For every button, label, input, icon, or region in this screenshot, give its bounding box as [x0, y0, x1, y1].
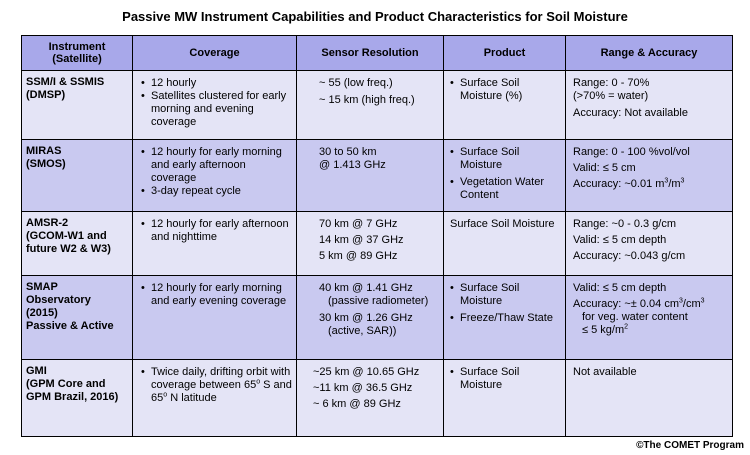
resolution-item: 70 km @ 7 GHz — [319, 218, 398, 230]
resolution-note: (active, SAR)) — [328, 325, 397, 337]
range-item: (>70% = water) — [573, 90, 649, 102]
header-resolution: Sensor Resolution — [296, 35, 444, 71]
instrument-cell: SMAP Observatory (2015) Passive & Active — [21, 275, 133, 360]
instrument-name: Observatory — [26, 294, 91, 306]
resolution-cell: 70 km @ 7 GHz 14 km @ 37 GHz 5 km @ 89 G… — [296, 211, 444, 276]
coverage-item: 12 hourly for early afternoon and nightt… — [141, 218, 292, 244]
instrument-cell: GMI (GPM Core and GPM Brazil, 2016) — [21, 359, 133, 437]
instrument-cell: SSM/I & SSMIS (DMSP) — [21, 70, 133, 140]
range-cell: Valid: ≤ 5 cm depth Accuracy: ~± 0.04 cm… — [565, 275, 733, 360]
valid-item: Valid: ≤ 5 cm depth — [573, 234, 667, 246]
resolution-item: @ 1.413 GHz — [319, 159, 386, 171]
table-row: AMSR-2 (GCOM-W1 and future W2 & W3) 12 h… — [21, 211, 733, 276]
resolution-item: 14 km @ 37 GHz — [319, 234, 404, 246]
coverage-item: 12 hourly for early morning and early ev… — [141, 282, 292, 308]
header-satellite-label: (Satellite) — [52, 53, 102, 65]
resolution-cell: ~ 55 (low freq.) ~ 15 km (high freq.) — [296, 70, 444, 140]
header-coverage: Coverage — [132, 35, 297, 71]
coverage-item: Twice daily, drifting orbit with coverag… — [141, 366, 292, 405]
instrument-year: (2015) — [26, 307, 58, 319]
accuracy-item: Accuracy: ~0.01 m3/m3 — [573, 177, 685, 190]
resolution-item: ~11 km @ 36.5 GHz — [313, 382, 413, 394]
product-item: Surface Soil Moisture — [450, 146, 562, 172]
product-item: Surface Soil Moisture (%) — [450, 77, 562, 103]
product-cell: Surface Soil Moisture Freeze/Thaw State — [443, 275, 566, 360]
resolution-item: ~ 6 km @ 89 GHz — [313, 398, 401, 410]
coverage-cell: 12 hourly Satellites clustered for early… — [132, 70, 297, 140]
resolution-note: (passive radiometer) — [328, 295, 429, 307]
range-cell: Range: ~0 - 0.3 g/cm Valid: ≤ 5 cm depth… — [565, 211, 733, 276]
resolution-cell: 40 km @ 1.41 GHz (passive radiometer) 30… — [296, 275, 444, 360]
copyright-notice: ©The COMET Program — [636, 440, 744, 451]
valid-item: Valid: ≤ 5 cm — [573, 162, 636, 174]
instrument-name: MIRAS — [26, 145, 62, 157]
resolution-item: ~ 55 (low freq.) — [319, 77, 393, 89]
table-row: SSM/I & SSMIS (DMSP) 12 hourly Satellite… — [21, 70, 733, 140]
coverage-cell: Twice daily, drifting orbit with coverag… — [132, 359, 297, 437]
product-cell: Surface Soil Moisture Vegetation Water C… — [443, 139, 566, 212]
accuracy-item: Accuracy: Not available — [573, 107, 688, 119]
range-cell: Range: 0 - 70% (>70% = water) Accuracy: … — [565, 70, 733, 140]
instrument-name: AMSR-2 — [26, 217, 69, 229]
resolution-item: ~25 km @ 10.65 GHz — [313, 366, 420, 378]
header-instrument: Instrument (Satellite) — [21, 35, 133, 71]
resolution-cell: 30 to 50 km @ 1.413 GHz — [296, 139, 444, 212]
satellite-name: (GPM Core and GPM Brazil, 2016) — [26, 378, 119, 403]
instrument-name: GMI — [26, 365, 47, 377]
valid-item: Valid: ≤ 5 cm depth — [573, 282, 667, 294]
resolution-item: 30 km @ 1.26 GHz — [319, 312, 413, 324]
table-row: MIRAS (SMOS) 12 hourly for early morning… — [21, 139, 733, 212]
coverage-cell: 12 hourly for early afternoon and nightt… — [132, 211, 297, 276]
coverage-item: 12 hourly for early morning and early af… — [141, 146, 292, 185]
coverage-cell: 12 hourly for early morning and early ev… — [132, 275, 297, 360]
range-cell: Not available — [565, 359, 733, 437]
range-item: Range: ~0 - 0.3 g/cm — [573, 218, 677, 230]
satellite-name: (SMOS) — [26, 158, 66, 170]
accuracy-note: for veg. water content — [582, 311, 688, 323]
product-item: Vegetation Water Content — [450, 176, 562, 202]
resolution-item: 5 km @ 89 GHz — [319, 250, 398, 262]
range-item: Range: 0 - 100 %vol/vol — [573, 146, 690, 158]
coverage-item: 12 hourly — [141, 77, 292, 90]
table-row: GMI (GPM Core and GPM Brazil, 2016) Twic… — [21, 359, 733, 437]
product-cell: Surface Soil Moisture — [443, 359, 566, 437]
header-range: Range & Accuracy — [565, 35, 733, 71]
satellite-name: (DMSP) — [26, 89, 66, 101]
product-cell: Surface Soil Moisture (%) — [443, 70, 566, 140]
range-item: Not available — [573, 366, 637, 378]
product-item: Surface Soil Moisture — [450, 366, 562, 392]
range-cell: Range: 0 - 100 %vol/vol Valid: ≤ 5 cm Ac… — [565, 139, 733, 212]
range-item: Range: 0 - 70% — [573, 77, 650, 89]
resolution-cell: ~25 km @ 10.65 GHz ~11 km @ 36.5 GHz ~ 6… — [296, 359, 444, 437]
instrument-name: SMAP — [26, 281, 58, 293]
coverage-cell: 12 hourly for early morning and early af… — [132, 139, 297, 212]
product-item: Surface Soil Moisture — [450, 218, 555, 230]
header-product: Product — [443, 35, 566, 71]
resolution-item: 40 km @ 1.41 GHz — [319, 282, 413, 294]
coverage-item: 3-day repeat cycle — [141, 185, 292, 198]
capabilities-table: Instrument (Satellite) Coverage Sensor R… — [21, 35, 733, 437]
satellite-name: (GCOM-W1 and future W2 & W3) — [26, 230, 111, 255]
resolution-item: ~ 15 km (high freq.) — [319, 94, 415, 106]
resolution-item: 30 to 50 km — [319, 146, 377, 158]
instrument-name: SSM/I & SSMIS — [26, 76, 105, 88]
accuracy-note: ≤ 5 kg/m2 — [582, 323, 629, 336]
accuracy-item: Accuracy: ~0.043 g/cm — [573, 250, 686, 262]
product-cell: Surface Soil Moisture — [443, 211, 566, 276]
instrument-mode: Passive & Active — [26, 320, 114, 332]
table-title: Passive MW Instrument Capabilities and P… — [122, 9, 628, 24]
header-instrument-label: Instrument — [48, 41, 106, 53]
instrument-cell: MIRAS (SMOS) — [21, 139, 133, 212]
accuracy-item: Accuracy: ~± 0.04 cm3/cm3 — [573, 297, 705, 310]
header-row: Instrument (Satellite) Coverage Sensor R… — [21, 35, 733, 71]
coverage-item: Satellites clustered for early morning a… — [141, 90, 292, 129]
instrument-cell: AMSR-2 (GCOM-W1 and future W2 & W3) — [21, 211, 133, 276]
product-item: Freeze/Thaw State — [450, 312, 562, 325]
product-item: Surface Soil Moisture — [450, 282, 562, 308]
table-row: SMAP Observatory (2015) Passive & Active… — [21, 275, 733, 360]
